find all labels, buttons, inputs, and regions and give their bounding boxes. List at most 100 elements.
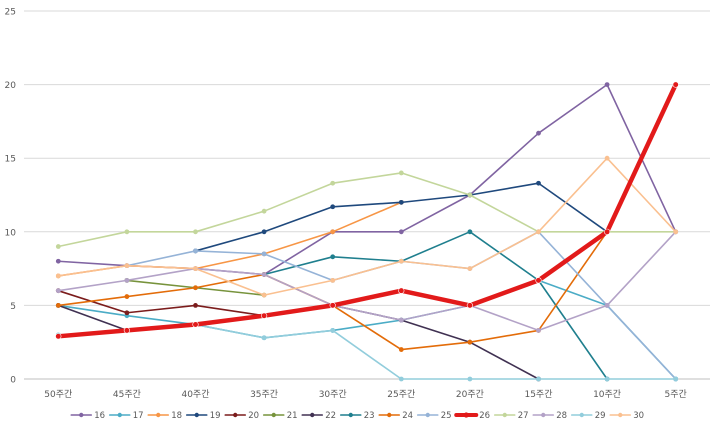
legend-label: 27 xyxy=(518,411,529,421)
series-line xyxy=(194,323,677,380)
series-line xyxy=(57,231,677,332)
data-point xyxy=(398,258,404,264)
legend-marker xyxy=(348,412,353,418)
legend-label: 25 xyxy=(441,411,452,421)
legend-label: 16 xyxy=(94,411,105,421)
legend-item: 26 xyxy=(454,411,490,421)
y-tick-label: 15 xyxy=(5,155,16,165)
data-point xyxy=(536,130,541,136)
y-tick-label: 10 xyxy=(5,228,17,238)
data-point xyxy=(536,376,541,382)
data-point xyxy=(467,229,473,235)
legend-label: 20 xyxy=(248,411,259,421)
legend-label: 21 xyxy=(287,411,298,421)
legend-marker xyxy=(233,412,238,418)
series-line xyxy=(194,182,608,252)
x-tick-label: 45주간 xyxy=(113,389,141,400)
legend-label: 29 xyxy=(595,411,606,421)
data-point xyxy=(261,251,267,257)
series-line xyxy=(263,304,540,380)
legend-label: 19 xyxy=(210,411,221,421)
data-point xyxy=(467,266,473,271)
x-tick-label: 35주간 xyxy=(250,389,278,400)
legend-item: 16 xyxy=(70,411,105,421)
series-line xyxy=(56,82,678,339)
y-tick-label: 0 xyxy=(10,376,16,386)
data-point xyxy=(536,328,541,333)
legend-item: 20 xyxy=(224,411,259,421)
y-axis: 0 5 10 15 20 25 xyxy=(5,8,17,386)
data-point xyxy=(329,302,336,309)
series-19 xyxy=(193,180,610,254)
legend-item: 28 xyxy=(532,411,567,421)
legend-item: 18 xyxy=(147,411,182,421)
x-tick-label: 20주간 xyxy=(456,389,484,400)
legend-label: 22 xyxy=(325,411,336,421)
legend-marker xyxy=(79,412,84,418)
data-point xyxy=(604,376,610,382)
data-point xyxy=(124,277,130,283)
data-point xyxy=(55,333,62,340)
series-24 xyxy=(55,229,610,352)
y-tick-label: 25 xyxy=(5,8,16,18)
data-point xyxy=(193,229,198,235)
data-point xyxy=(55,273,61,279)
data-point xyxy=(55,303,61,308)
series-29 xyxy=(55,322,679,382)
data-point xyxy=(192,321,199,328)
legend-item: 19 xyxy=(185,411,221,421)
data-point xyxy=(261,208,267,214)
data-point xyxy=(55,244,61,249)
y-tick-label: 5 xyxy=(10,302,16,312)
data-point xyxy=(124,229,130,235)
series-line xyxy=(57,172,677,248)
data-point xyxy=(261,312,268,319)
legend-label: 23 xyxy=(364,411,375,421)
data-point xyxy=(124,263,130,269)
legend-item: 17 xyxy=(108,411,144,421)
series-line xyxy=(263,231,608,380)
data-point xyxy=(330,277,336,283)
data-point xyxy=(124,310,130,316)
legend-item: 25 xyxy=(416,411,452,421)
legend-marker xyxy=(156,412,161,418)
legend: 16 17 18 19 20 21 22 23 24 25 26 27 28 29 30 xyxy=(70,411,644,421)
series-30 xyxy=(55,155,679,298)
data-point xyxy=(672,81,679,88)
data-point xyxy=(261,335,267,341)
data-point xyxy=(261,272,267,277)
x-tick-label: 5주간 xyxy=(665,389,687,400)
legend-item: 21 xyxy=(262,411,298,421)
legend-item: 27 xyxy=(493,411,529,421)
legend-marker xyxy=(618,412,623,418)
legend-item: 22 xyxy=(301,411,336,421)
data-point xyxy=(193,285,198,291)
x-tick-label: 50주간 xyxy=(44,389,72,400)
data-point xyxy=(55,258,61,264)
gridlines xyxy=(24,10,710,380)
legend-marker xyxy=(387,412,392,418)
series-line xyxy=(57,279,677,380)
data-point xyxy=(398,287,405,294)
legend-label: 24 xyxy=(402,411,413,421)
data-point xyxy=(536,180,541,186)
legend-item: 23 xyxy=(339,411,375,421)
data-point xyxy=(603,228,611,235)
series-line xyxy=(57,83,677,276)
data-point xyxy=(536,229,541,235)
x-tick-label: 25주간 xyxy=(387,389,415,400)
data-point xyxy=(55,288,61,294)
legend-item: 29 xyxy=(570,411,606,421)
data-point xyxy=(193,266,198,271)
data-point xyxy=(673,229,679,235)
data-point xyxy=(398,376,404,382)
x-axis: 50주간 45주간 40주간 35주간 30주간 25주간 20주간 15주간 10주간 5주간 xyxy=(44,389,687,400)
legend-item: 30 xyxy=(609,411,644,421)
series-line xyxy=(57,289,265,317)
data-point xyxy=(330,328,336,333)
x-tick-label: 30주간 xyxy=(319,389,347,400)
data-point xyxy=(330,204,336,210)
series-line xyxy=(57,304,128,332)
x-tick-label: 10주간 xyxy=(593,389,621,400)
